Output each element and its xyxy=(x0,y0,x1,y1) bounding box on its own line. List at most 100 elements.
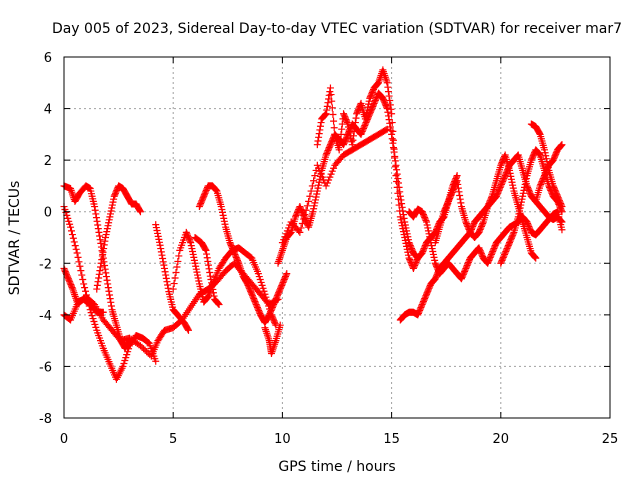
data-point xyxy=(369,87,377,95)
data-point xyxy=(400,231,408,239)
data-point xyxy=(103,276,111,284)
data-point xyxy=(78,271,86,279)
data-point xyxy=(487,252,495,260)
data-point xyxy=(162,274,170,282)
data-point xyxy=(161,268,169,276)
data-point xyxy=(449,187,457,195)
data-point xyxy=(342,116,350,124)
data-point xyxy=(93,285,101,293)
data-point xyxy=(371,96,379,104)
data-point xyxy=(365,100,373,108)
data-point xyxy=(398,222,406,230)
data-point xyxy=(432,261,440,269)
data-point xyxy=(423,289,431,297)
data-point xyxy=(404,233,412,241)
data-point xyxy=(80,280,88,288)
data-point xyxy=(316,167,324,175)
data-point xyxy=(448,189,456,197)
data-point xyxy=(368,105,376,113)
data-point xyxy=(421,243,429,251)
data-point xyxy=(365,97,373,105)
data-point xyxy=(273,293,281,301)
data-point xyxy=(441,206,449,214)
data-point xyxy=(159,258,167,266)
data-point xyxy=(253,303,261,311)
data-point xyxy=(551,186,559,194)
data-point xyxy=(453,177,461,185)
data-point xyxy=(506,169,514,177)
data-point xyxy=(164,284,172,292)
data-point xyxy=(324,99,332,107)
data-point xyxy=(296,228,304,236)
data-point xyxy=(207,275,215,283)
data-point xyxy=(278,280,286,288)
data-point xyxy=(122,354,130,362)
data-point xyxy=(259,284,267,292)
data-point xyxy=(522,175,530,183)
data-point xyxy=(529,153,537,161)
data-point xyxy=(448,190,456,198)
data-point xyxy=(381,99,389,107)
data-point xyxy=(367,91,375,99)
data-point xyxy=(328,167,336,175)
data-point xyxy=(417,303,425,311)
data-point xyxy=(384,88,392,96)
data-point xyxy=(268,303,276,311)
data-point xyxy=(425,230,433,238)
data-point xyxy=(302,206,310,214)
data-point xyxy=(102,273,110,281)
data-point xyxy=(391,163,399,171)
data-point xyxy=(160,264,168,272)
data-point xyxy=(370,99,378,107)
data-point xyxy=(107,298,115,306)
data-point xyxy=(265,311,273,319)
data-point xyxy=(103,228,111,236)
data-point xyxy=(315,164,323,172)
data-point xyxy=(499,253,507,261)
data-point xyxy=(276,286,284,294)
data-point xyxy=(201,245,209,253)
data-point xyxy=(484,258,492,266)
data-point xyxy=(497,182,505,190)
data-point xyxy=(228,243,236,251)
data-point xyxy=(343,117,351,125)
data-point xyxy=(539,175,547,183)
data-point xyxy=(484,259,492,267)
data-point xyxy=(155,238,163,246)
data-point xyxy=(519,192,527,200)
data-point xyxy=(61,266,69,274)
data-point xyxy=(536,182,544,190)
data-point xyxy=(463,221,471,229)
data-point xyxy=(491,242,499,250)
data-point xyxy=(507,236,515,244)
data-point xyxy=(106,210,114,218)
data-point xyxy=(279,278,287,286)
data-point xyxy=(424,287,432,295)
data-point xyxy=(140,345,148,353)
data-point xyxy=(64,214,72,222)
data-point xyxy=(66,279,74,287)
data-point xyxy=(336,136,344,144)
data-point xyxy=(227,240,235,248)
data-point xyxy=(270,299,278,307)
data-point xyxy=(509,230,517,238)
data-point xyxy=(67,281,75,289)
data-point xyxy=(253,302,261,310)
data-point xyxy=(341,114,349,122)
data-point xyxy=(250,295,258,303)
data-point xyxy=(558,141,566,149)
data-point xyxy=(88,312,96,320)
data-point xyxy=(520,186,528,194)
data-point xyxy=(329,110,337,118)
data-point xyxy=(66,278,74,286)
data-point xyxy=(424,224,432,232)
data-point xyxy=(255,273,263,281)
data-point xyxy=(104,284,112,292)
data-point xyxy=(68,284,76,292)
data-point xyxy=(102,231,110,239)
data-point xyxy=(67,223,75,231)
data-point xyxy=(396,213,404,221)
data-point xyxy=(162,271,170,279)
data-point xyxy=(348,138,356,146)
data-point xyxy=(275,289,283,297)
